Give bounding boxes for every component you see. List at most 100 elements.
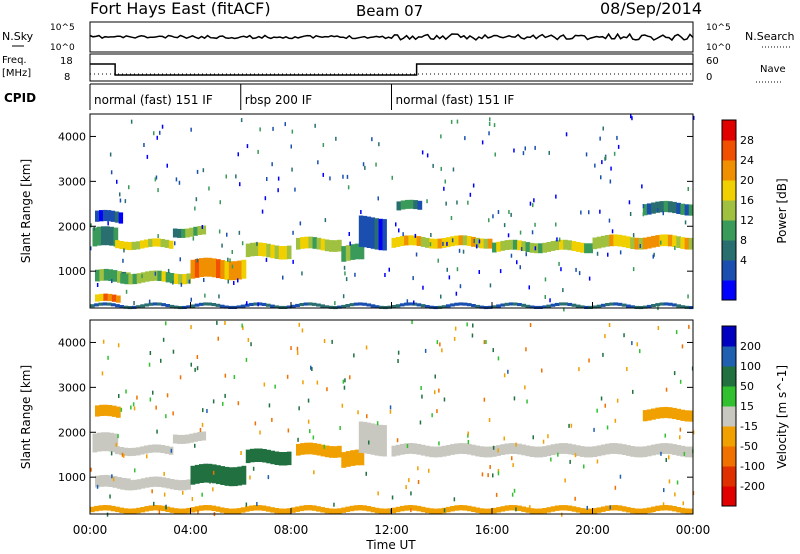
speckle-207 [156,135,158,140]
speckle-226 [239,182,241,187]
data-cell-10-51 [605,443,610,455]
data-cell-17-106 [533,305,539,309]
speckle-258 [225,174,227,179]
data-cell-8-0 [245,243,251,258]
speckle-239 [391,495,394,500]
data-cell-17-130 [634,305,640,309]
power-panel: 1000 2000 3000 4000 Slant Range [km] 28 24 20… [19,113,789,312]
data-cell-14-3 [605,235,610,247]
speckle-180 [610,166,612,171]
data-cell-12-6 [667,407,673,419]
data-cell-0-1 [96,432,102,452]
data-cell-0-5 [113,227,119,247]
data-cell-14-13 [646,236,652,249]
data-cell-10-29 [512,443,518,454]
speckle-251 [118,394,120,398]
data-cell-4-2 [103,268,109,281]
data-cell-10-5 [412,443,418,455]
data-cell-10-57 [630,446,635,457]
speckle-244 [174,241,176,246]
speckle-147 [120,407,123,412]
data-cell-13-72 [391,507,397,514]
data-cell-15-2 [404,199,410,209]
speckle-35 [194,443,196,448]
cpid-segment-0: normal (fast) 151 IF [94,93,213,107]
data-cell-1-2 [102,209,108,222]
data-cell-1-6 [139,446,145,455]
data-cell-13-122 [600,506,606,512]
data-cell-13-97 [496,507,501,513]
speckle-188 [606,425,609,430]
data-cell-13-82 [433,508,439,514]
speckle-203 [616,135,618,140]
noise-ytick-right-bottom: 10^0 [706,43,731,53]
data-cell-17-76 [408,302,413,306]
speckle-116 [588,358,590,363]
colorbar-cell-2 [722,446,736,467]
data-cell-7-10 [337,445,342,458]
speckle-229 [439,342,441,347]
speckle-205 [687,294,689,299]
data-cell-17-20 [173,305,179,309]
data-cell-10-66 [667,443,673,455]
data-cell-17-35 [236,305,242,309]
data-cell-17-73 [395,304,401,308]
speckle-219 [396,438,399,443]
speckle-177 [376,421,379,426]
xlabel: Time UT [365,538,416,552]
data-cell-17-116 [575,304,581,308]
colorbar-frame [721,119,737,301]
data-cell-17-112 [559,302,564,306]
speckle-189 [556,237,558,242]
speckle-197 [246,144,249,149]
data-cell-11-5 [116,406,121,418]
data-cell-17-51 [303,302,309,306]
data-cell-17-48 [291,304,296,308]
speckle-253 [343,265,346,270]
data-cell-14-16 [659,234,665,247]
speckle-235 [224,321,226,325]
data-cell-7-2 [199,258,204,277]
speckle-227 [497,356,500,361]
data-cell-10-4 [359,243,365,260]
speckle-7 [391,175,393,180]
data-cell-7-0 [190,259,196,279]
data-cell-2-3 [185,434,190,444]
data-cell-13-74 [399,505,405,512]
speckle-47 [519,230,522,235]
data-cell-3-2 [181,228,186,238]
data-cell-13-133 [646,507,652,513]
data-cell-17-66 [366,303,372,307]
data-cell-17-59 [337,305,342,309]
data-cell-10-65 [663,443,669,454]
speckle-125 [162,337,165,342]
data-cell-17-141 [680,305,686,309]
speckle-11 [664,433,666,438]
data-cell-17-83 [437,305,443,309]
data-cell-13-66 [366,506,372,512]
speckle-42 [596,251,599,256]
speckle-241 [626,367,628,371]
data-cell-13-76 [408,505,413,511]
data-cell-8-1 [345,451,351,467]
speckle-225 [377,491,379,496]
speckle-133 [652,254,654,259]
speckle-40 [541,368,543,373]
data-cell-3-5 [193,226,198,236]
data-cell-2-0 [115,240,120,249]
data-cell-13-30 [215,506,221,512]
speckle-21 [515,507,517,512]
speckle-18 [503,223,506,228]
speckle-254 [651,508,654,513]
data-cell-17-100 [508,302,514,306]
data-cell-10-11 [437,446,443,458]
speckle-81 [341,403,344,408]
speckle-193 [218,229,221,234]
speckle-106 [510,212,512,217]
data-cell-13-91 [471,506,476,512]
data-cell-9-4 [374,424,379,456]
data-cell-17-44 [274,305,279,309]
speckle-165 [231,250,233,254]
data-cell-10-7 [420,444,426,456]
